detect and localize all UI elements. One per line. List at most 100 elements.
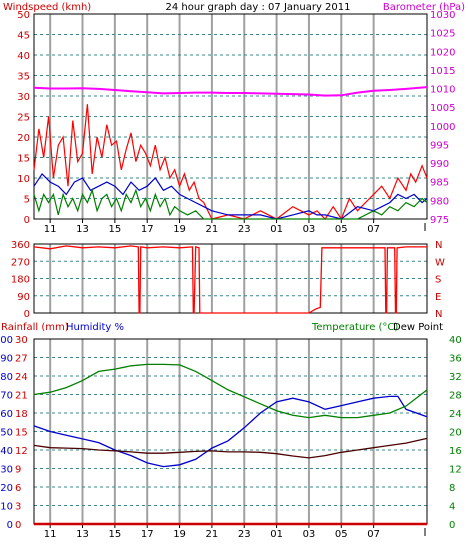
temperature-tick-8: 32 <box>449 372 462 383</box>
dewpoint-series-line <box>33 437 428 459</box>
humidity-ticks: 0 10 20 30 40 50 60 70 80 90 100 <box>0 335 13 531</box>
temperature-tick-9: 36 <box>449 354 462 365</box>
direction-degree-tick-4: 360 <box>11 240 30 251</box>
barometer-tick-1020: 1020 <box>430 47 455 58</box>
windspeed-ticks: 0 5 10 15 20 25 30 35 40 45 50 <box>17 10 30 226</box>
rainfall-tick-5: 15 <box>15 428 28 439</box>
barometer-tick-985: 985 <box>430 178 449 189</box>
barometer-tick-1005: 1005 <box>430 103 455 114</box>
direction-degree-tick-1: 90 <box>17 292 30 303</box>
direction-degree-tick-0: 0 <box>24 309 30 320</box>
windspeed-tick-7: 35 <box>17 72 30 83</box>
windspeed-tick-9: 45 <box>17 31 30 42</box>
p1-xtick-19: 19 <box>173 224 186 235</box>
dewpoint-axis-label: Dew Point <box>393 322 443 333</box>
wind-baro-series <box>33 86 428 221</box>
rainfall-tick-1: 3 <box>15 502 21 513</box>
barometer-ticks: 975 980 985 990 995 1000 1005 1010 1015 1020 1025 1… <box>430 10 455 226</box>
temperature-series-line <box>33 363 428 419</box>
temperature-tick-2: 8 <box>449 483 455 494</box>
p3-xtick-21: 21 <box>206 529 219 540</box>
barometer-axis-label: Barometer (hPa) <box>383 2 465 13</box>
direction-series-line <box>33 245 427 314</box>
p1-xtick-13: 13 <box>76 224 89 235</box>
rainfall-axis-label: Rainfall (mm) <box>1 322 69 333</box>
p1-xtick-01: 01 <box>270 224 283 235</box>
barometer-tick-1025: 1025 <box>430 29 455 40</box>
rainfall-tick-4: 12 <box>15 446 28 457</box>
barometer-tick-1000: 1000 <box>430 122 455 133</box>
rainfall-tick-8: 24 <box>15 372 28 383</box>
rainfall-tick-3: 9 <box>15 465 21 476</box>
barometer-tick-1015: 1015 <box>430 66 455 77</box>
rainfall-tick-7: 21 <box>15 391 28 402</box>
humidity-tick-7: 70 <box>0 391 13 402</box>
windspeed-tick-6: 30 <box>17 92 30 103</box>
speed-series-line <box>33 172 428 220</box>
p1-xtick-03: 03 <box>303 224 316 235</box>
gust-series-line <box>33 104 428 221</box>
direction-series <box>33 245 427 314</box>
windspeed-axis-label: Windspeed (kmh) <box>3 2 91 13</box>
barometer-tick-995: 995 <box>430 140 449 151</box>
temperature-tick-6: 24 <box>449 409 462 420</box>
p3-xtick-05: 05 <box>335 529 348 540</box>
rainfall-tick-2: 6 <box>15 483 21 494</box>
humidity-tick-9: 90 <box>0 354 13 365</box>
rain-hum-temp-series <box>33 363 428 526</box>
humidity-tick-3: 30 <box>0 465 13 476</box>
rainfall-tick-9: 27 <box>15 354 28 365</box>
temperature-ticks: 0 4 8 12 16 20 24 28 32 36 40 <box>449 335 462 531</box>
wind-baro-time-ticks: 11 13 15 17 19 21 23 01 03 05 07 <box>44 219 426 235</box>
windspeed-tick-4: 20 <box>17 133 30 144</box>
humidity-tick-6: 60 <box>0 409 13 420</box>
rainfall-tick-6: 18 <box>15 409 28 420</box>
humidity-series-line <box>33 395 428 468</box>
humidity-tick-4: 40 <box>0 446 13 457</box>
compass-tick-2: S <box>435 275 441 286</box>
p3-xtick-23: 23 <box>238 529 251 540</box>
rainfall-tick-10: 30 <box>15 335 28 346</box>
p1-xtick-11: 11 <box>44 224 57 235</box>
humidity-tick-1: 10 <box>0 502 13 513</box>
temperature-tick-1: 4 <box>449 502 455 513</box>
direction-degree-tick-2: 180 <box>11 275 30 286</box>
barometer-series-line <box>33 86 428 97</box>
temperature-axis-label: Temperature (°C) <box>311 322 398 333</box>
rainfall-ticks: 0 3 6 9 12 15 18 21 24 27 30 <box>15 335 28 531</box>
rain-hum-temp-time-ticks: 11 13 15 17 19 21 23 01 03 05 07 <box>44 524 426 540</box>
rainfall-tick-0: 0 <box>15 520 21 531</box>
humidity-tick-2: 20 <box>0 483 13 494</box>
p1-xtick-21: 21 <box>206 224 219 235</box>
barometer-tick-980: 980 <box>430 196 449 207</box>
temperature-tick-10: 40 <box>449 335 462 346</box>
p1-xtick-07: 07 <box>367 224 380 235</box>
windspeed-tick-3: 15 <box>17 154 30 165</box>
temperature-tick-4: 16 <box>449 446 462 457</box>
p3-xtick-03: 03 <box>303 529 316 540</box>
humidity-axis-label: Humidity % <box>66 322 124 333</box>
compass-tick-4: N <box>435 240 442 251</box>
windspeed-tick-5: 25 <box>17 113 30 124</box>
p1-xtick-05: 05 <box>335 224 348 235</box>
compass-tick-0: N <box>435 309 442 320</box>
barometer-tick-1030: 1030 <box>430 10 455 21</box>
windspeed-tick-0: 0 <box>24 215 30 226</box>
windspeed-tick-10: 50 <box>17 10 30 21</box>
humidity-tick-8: 80 <box>0 372 13 383</box>
barometer-tick-1010: 1010 <box>430 85 455 96</box>
p1-xtick-15: 15 <box>108 224 121 235</box>
p3-xtick-13: 13 <box>76 529 89 540</box>
temperature-tick-7: 28 <box>449 391 462 402</box>
windspeed-tick-1: 5 <box>24 195 30 206</box>
temperature-tick-5: 20 <box>449 428 462 439</box>
p1-xtick-17: 17 <box>141 224 154 235</box>
temperature-tick-0: 0 <box>449 520 455 531</box>
humidity-tick-5: 50 <box>0 428 13 439</box>
p3-xtick-17: 17 <box>141 529 154 540</box>
compass-tick-1: E <box>435 292 441 303</box>
humidity-tick-10: 100 <box>0 335 13 346</box>
temperature-tick-3: 12 <box>449 465 462 476</box>
p3-xtick-07: 07 <box>367 529 380 540</box>
